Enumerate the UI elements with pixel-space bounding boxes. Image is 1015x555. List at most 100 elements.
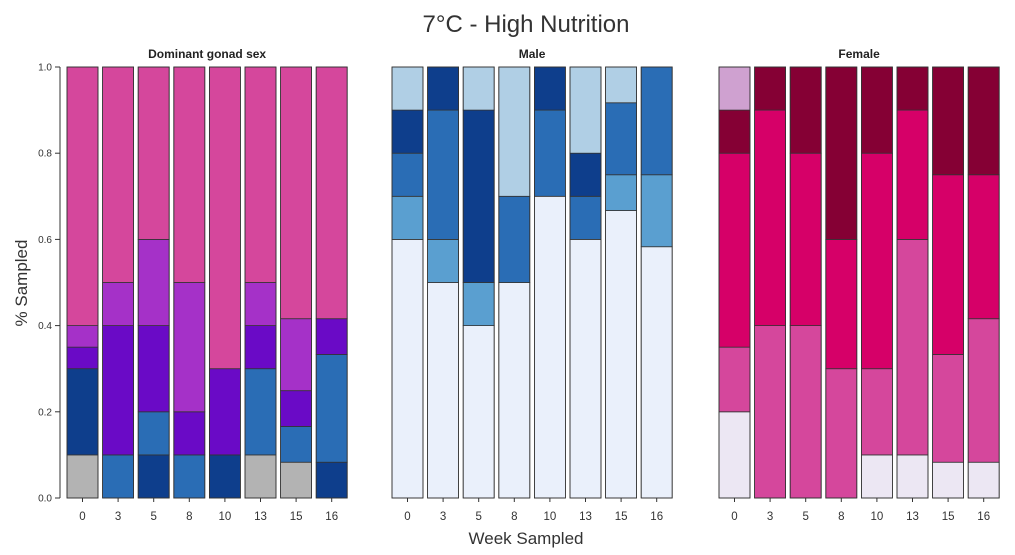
bar-segment — [173, 411, 206, 456]
bar-segment — [137, 411, 170, 456]
y-axis-label: % Sampled — [12, 240, 31, 327]
bar-segment — [66, 454, 99, 499]
x-tick-label: 13 — [254, 511, 267, 523]
bar-segment — [280, 426, 313, 463]
bar-segment — [498, 66, 531, 197]
bar-segment — [967, 318, 1000, 463]
x-tick-label: 0 — [79, 511, 85, 523]
bar-segment — [640, 246, 673, 499]
bar-segment — [173, 66, 206, 283]
bar-segment — [391, 195, 424, 240]
x-tick-label: 3 — [115, 511, 121, 523]
chart-title: 7°C - High Nutrition — [423, 11, 630, 38]
bar-segment — [861, 368, 893, 456]
bar-segment — [498, 282, 531, 499]
bar-segment — [640, 174, 673, 248]
bar-segment — [102, 282, 134, 326]
bar-segment — [754, 325, 786, 499]
bar-segment — [932, 66, 964, 176]
bar-segment — [498, 195, 531, 283]
bar-segment — [137, 66, 170, 240]
bar-segment — [754, 66, 786, 111]
bar-segment — [462, 282, 495, 326]
bar-segment — [569, 66, 602, 154]
x-tick-label: 10 — [219, 511, 232, 523]
bar-segment — [967, 66, 1000, 176]
x-tick-label: 16 — [977, 511, 990, 523]
panel-dominant-gonad-sex: Dominant gonad sex 0 3 5 8 10 13 15 16 — [66, 47, 348, 523]
bar-segment — [208, 454, 241, 499]
bar-segment — [391, 238, 424, 499]
bar-segment — [861, 66, 893, 154]
bar-segment — [427, 109, 460, 240]
bar-segment — [896, 109, 929, 240]
bar-segment — [605, 66, 637, 104]
bar-segment — [427, 238, 460, 283]
panel-male: Male 0 3 5 8 10 13 15 16 — [391, 47, 673, 523]
bar-segment — [789, 325, 822, 499]
x-tick-label: 3 — [767, 511, 773, 523]
bar-segment — [718, 109, 751, 154]
bar-segment — [605, 102, 637, 176]
bar-segment — [825, 368, 858, 499]
bar-segment — [315, 461, 348, 499]
bar-segment — [102, 66, 134, 283]
x-tick-label: 16 — [325, 511, 338, 523]
bar-segment — [754, 109, 786, 326]
bar-segment — [896, 66, 929, 111]
bar-segment — [462, 325, 495, 499]
panel-title: Male — [519, 47, 546, 61]
x-tick-label: 16 — [650, 511, 663, 523]
bar-segment — [932, 461, 964, 499]
bar-segment — [391, 66, 424, 111]
bar-segment — [462, 66, 495, 111]
x-tick-label: 8 — [511, 511, 517, 523]
bar-segment — [967, 174, 1000, 320]
bar-segment — [718, 411, 751, 499]
bar-segment — [137, 454, 170, 499]
x-tick-label: 5 — [475, 511, 481, 523]
bar-segment — [315, 318, 348, 355]
x-tick-label: 13 — [579, 511, 592, 523]
bar-segment — [718, 346, 751, 413]
x-tick-label: 3 — [440, 511, 446, 523]
bar-segment — [244, 66, 277, 283]
x-tick-label: 15 — [942, 511, 955, 523]
x-tick-label: 10 — [544, 511, 557, 523]
bar-segment — [861, 152, 893, 370]
x-tick-label: 0 — [404, 511, 410, 523]
bar-segment — [896, 454, 929, 499]
bar-segment — [66, 66, 99, 327]
panel-title: Dominant gonad sex — [148, 47, 266, 61]
bar-segment — [208, 368, 241, 456]
y-tick-label: 0.6 — [38, 235, 52, 246]
bar-segment — [102, 325, 134, 456]
bar-segment — [825, 66, 858, 240]
x-tick-label: 0 — [731, 511, 737, 523]
bar-segment — [391, 109, 424, 154]
bar-segment — [244, 454, 277, 499]
bar-segment — [391, 152, 424, 197]
bar-segment — [605, 210, 637, 499]
bar-segment — [932, 174, 964, 355]
bar-segment — [534, 66, 566, 111]
bar-segment — [280, 461, 313, 499]
bar-segment — [718, 66, 751, 111]
bar-segment — [427, 66, 460, 111]
bar-segment — [102, 454, 134, 499]
y-tick-label: 0.0 — [38, 494, 52, 505]
bar-segment — [173, 454, 206, 499]
bar-segment — [569, 238, 602, 499]
bar-segment — [861, 454, 893, 499]
panel-title: Female — [838, 47, 880, 61]
bar-segment — [640, 66, 673, 176]
bar-segment — [718, 152, 751, 348]
bar-segment — [825, 238, 858, 370]
bar-segment — [173, 282, 206, 413]
bar-segment — [137, 325, 170, 413]
bar-segment — [569, 195, 602, 240]
bar-segment — [427, 282, 460, 499]
panel-female: Female 0 3 5 8 10 13 15 16 — [718, 47, 1000, 523]
bar-segment — [315, 66, 348, 320]
